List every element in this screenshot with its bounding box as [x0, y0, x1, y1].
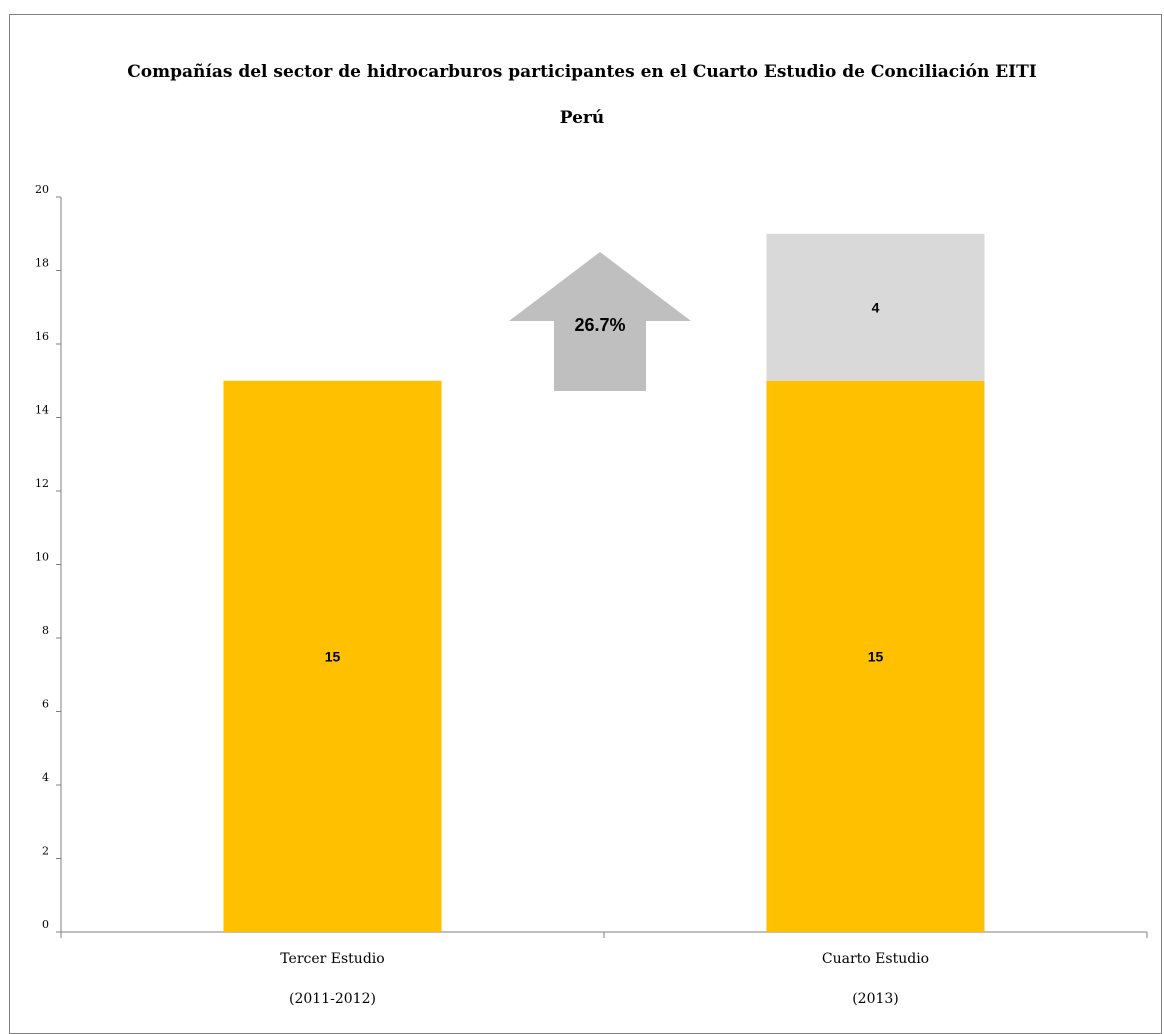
x-category-label: (2011-2012) — [289, 991, 376, 1007]
y-tick-label: 10 — [35, 551, 49, 564]
y-tick-label: 18 — [35, 257, 49, 270]
y-tick-label: 6 — [42, 698, 49, 711]
data-label: 15 — [868, 648, 884, 664]
y-tick-label: 14 — [35, 404, 49, 417]
y-tick-label: 4 — [42, 771, 49, 784]
bar-2-segment-2 — [766, 233, 985, 381]
y-tick-label: 16 — [35, 330, 49, 343]
x-category-label: (2013) — [852, 991, 899, 1007]
y-tick-label: 8 — [42, 624, 49, 637]
data-label: 4 — [872, 299, 880, 315]
bar-1-segment-1 — [223, 380, 442, 932]
y-tick-label: 2 — [42, 845, 49, 858]
bar-2-segment-1 — [766, 380, 985, 932]
chart-title: Compañías del sector de hidrocarburos pa… — [127, 62, 1037, 82]
growth-arrow-label: 26.7% — [574, 315, 625, 335]
growth-up-arrow-icon — [509, 252, 691, 391]
data-label: 15 — [325, 648, 341, 664]
chart-subtitle: Perú — [559, 108, 605, 128]
x-category-label: Cuarto Estudio — [822, 951, 929, 967]
y-tick-label: 12 — [35, 477, 49, 490]
y-tick-label: 20 — [35, 183, 49, 196]
x-category-label: Tercer Estudio — [280, 951, 384, 967]
y-tick-label: 0 — [42, 918, 49, 931]
